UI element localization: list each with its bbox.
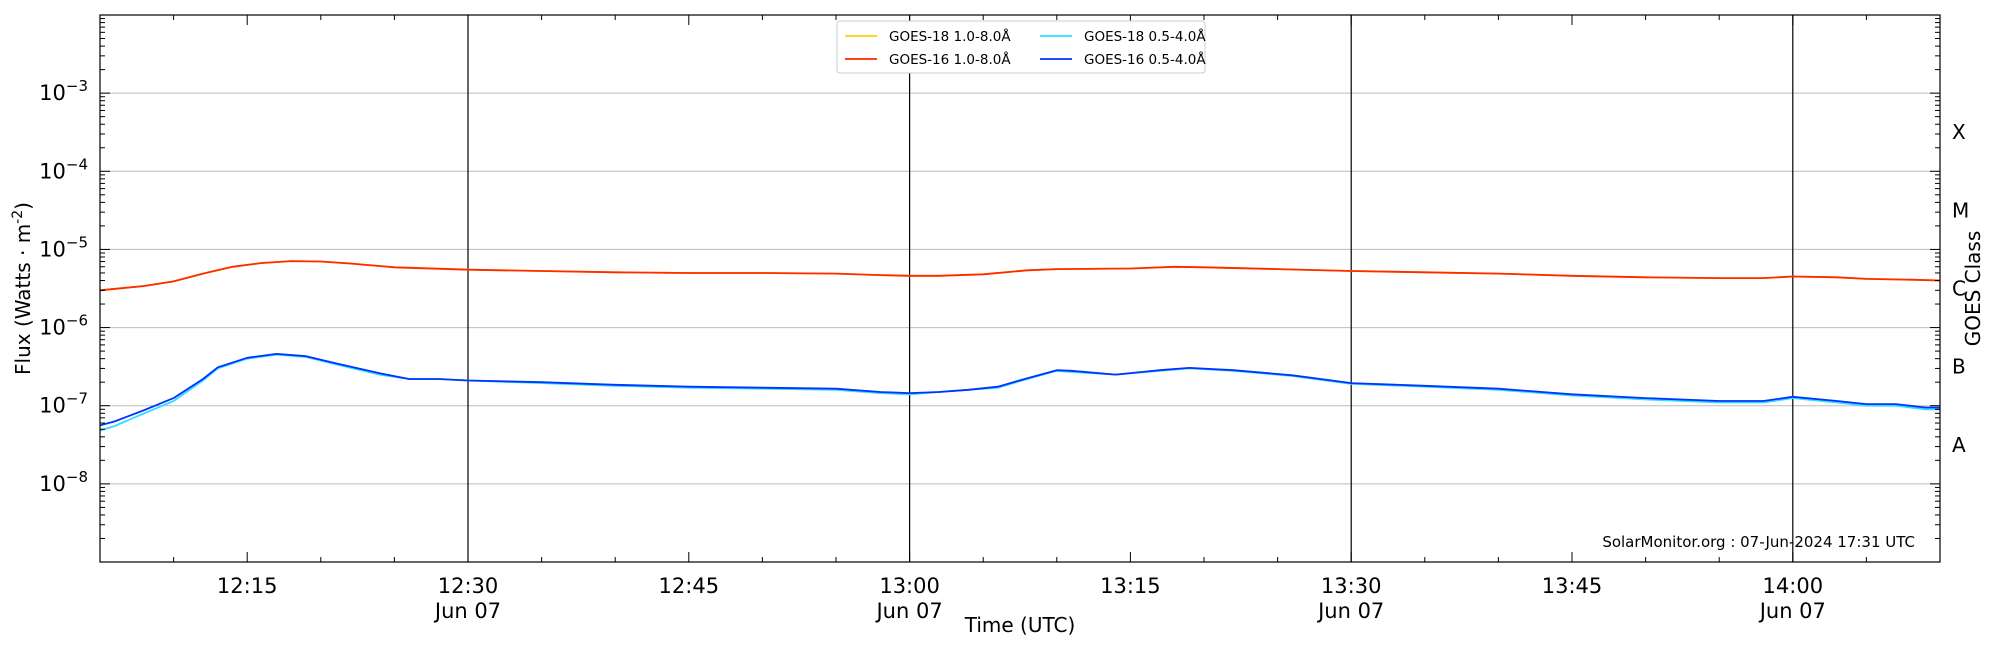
y-tick-label-exponent: −3: [66, 77, 88, 95]
x-tick-label: 12:30: [438, 574, 499, 598]
x-tick-date-label: Jun 07: [433, 599, 501, 623]
y-tick-label-base: 10: [39, 159, 66, 183]
y-tick-label: 10−5: [39, 233, 88, 261]
axis-ticks: [99, 15, 1941, 563]
source-annotation: SolarMonitor.org : 07-Jun-2024 17:31 UTC: [1602, 533, 1915, 551]
y-tick-label: 10−7: [39, 390, 88, 418]
series-line-2: [99, 260, 1941, 292]
legend-label: GOES-16 0.5-4.0Å: [1084, 51, 1206, 68]
y-axis-label-exponent: -2: [10, 210, 26, 224]
x-tick-date-label: Jun 07: [1316, 599, 1384, 623]
x-tick-date-label: Jun 07: [1758, 599, 1826, 623]
goes-class-labels: X M C B A: [1952, 120, 1969, 457]
y-tick-label-exponent: −7: [66, 390, 88, 408]
x-tick-label: 13:30: [1321, 574, 1382, 598]
y-tick-label: 10−4: [39, 155, 88, 183]
y-tick-label-base: 10: [39, 316, 66, 340]
y-tick-label-base: 10: [39, 394, 66, 418]
y-tick-label-base: 10: [39, 81, 66, 105]
legend: GOES-18 1.0-8.0Å GOES-18 0.5-4.0Å GOES-16 …: [836, 20, 1206, 74]
day-marker-lines: [467, 15, 1794, 562]
y-tick-label: 10−3: [39, 77, 88, 105]
x-tick-label: 13:45: [1542, 574, 1603, 598]
goes-class-a: A: [1952, 433, 1966, 457]
y-tick-labels: 10−310−410−510−610−710−8: [39, 77, 88, 496]
y-tick-label-base: 10: [39, 237, 66, 261]
y-tick-label-exponent: −5: [66, 233, 88, 251]
x-tick-label: 12:15: [217, 574, 278, 598]
goes-class-b: B: [1952, 355, 1966, 379]
legend-label: GOES-16 1.0-8.0Å: [889, 51, 1011, 68]
x-tick-date-label: Jun 07: [874, 599, 942, 623]
goes-class-m: M: [1952, 198, 1969, 222]
y-tick-label: 10−6: [39, 312, 88, 340]
y-tick-label-exponent: −6: [66, 312, 88, 330]
series-line-3: [99, 353, 1940, 432]
y-tick-label-exponent: −8: [66, 468, 88, 486]
right-axis-label: GOES Class: [1961, 231, 1985, 347]
legend-label: GOES-18 1.0-8.0Å: [889, 28, 1011, 45]
x-tick-label: 12:45: [659, 574, 720, 598]
x-tick-label: 13:00: [879, 574, 940, 598]
goes-class-c: C: [1952, 277, 1966, 301]
x-tick-label: 14:00: [1763, 574, 1824, 598]
y-tick-label: 10−8: [39, 468, 88, 496]
x-tick-label: 13:15: [1100, 574, 1161, 598]
legend-box: [836, 20, 1206, 74]
plot-area-frame: [99, 14, 1941, 563]
x-axis-label: Time (UTC): [964, 613, 1076, 637]
goes-class-x: X: [1952, 120, 1966, 144]
grid-lines: [100, 92, 1940, 485]
y-axis-label: Flux (Watts · m-2): [10, 202, 35, 375]
series-line-4: [99, 352, 1940, 427]
y-tick-label-exponent: −4: [66, 155, 88, 173]
legend-label: GOES-18 0.5-4.0Å: [1084, 28, 1206, 45]
series-lines: [99, 260, 1941, 432]
y-tick-label-base: 10: [39, 472, 66, 496]
